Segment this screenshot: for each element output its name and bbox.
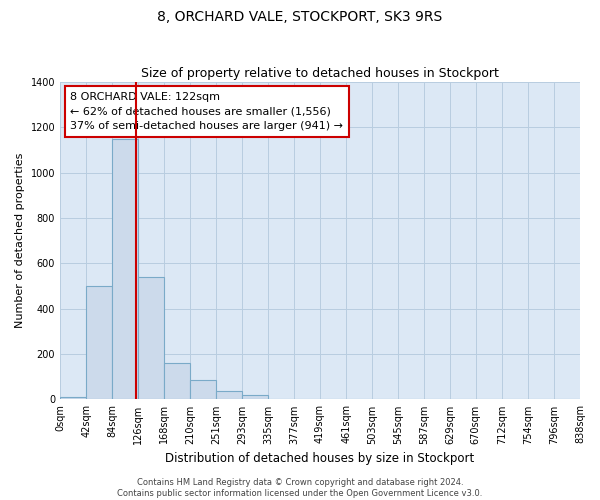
- Text: 8 ORCHARD VALE: 122sqm
← 62% of detached houses are smaller (1,556)
37% of semi-: 8 ORCHARD VALE: 122sqm ← 62% of detached…: [70, 92, 343, 131]
- Bar: [242, 395, 268, 400]
- Bar: [216, 392, 242, 400]
- Text: 8, ORCHARD VALE, STOCKPORT, SK3 9RS: 8, ORCHARD VALE, STOCKPORT, SK3 9RS: [157, 10, 443, 24]
- Text: Contains HM Land Registry data © Crown copyright and database right 2024.
Contai: Contains HM Land Registry data © Crown c…: [118, 478, 482, 498]
- Bar: [138, 277, 164, 400]
- Bar: [60, 397, 86, 400]
- Y-axis label: Number of detached properties: Number of detached properties: [15, 153, 25, 328]
- Bar: [112, 138, 138, 400]
- Bar: [86, 286, 112, 400]
- X-axis label: Distribution of detached houses by size in Stockport: Distribution of detached houses by size …: [166, 452, 475, 465]
- Title: Size of property relative to detached houses in Stockport: Size of property relative to detached ho…: [141, 66, 499, 80]
- Bar: [190, 380, 216, 400]
- Bar: [164, 363, 190, 400]
